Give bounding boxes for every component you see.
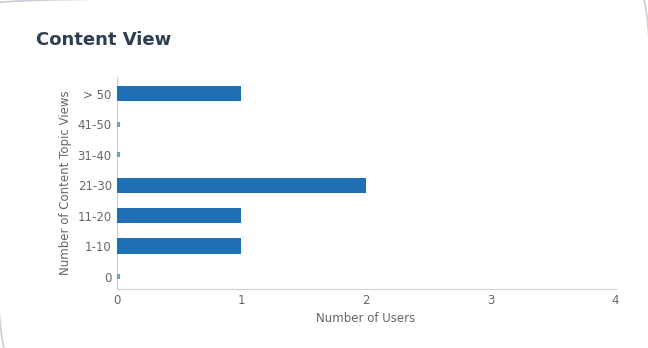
Bar [117,121,121,127]
Bar [117,177,366,193]
X-axis label: Number of Users: Number of Users [316,312,416,325]
Bar [117,86,241,101]
Bar [117,238,241,254]
Bar [117,274,121,279]
Text: Content View: Content View [36,31,171,49]
Bar [117,208,241,223]
Bar [117,152,121,157]
Y-axis label: Number of Content Topic Views: Number of Content Topic Views [59,90,72,275]
